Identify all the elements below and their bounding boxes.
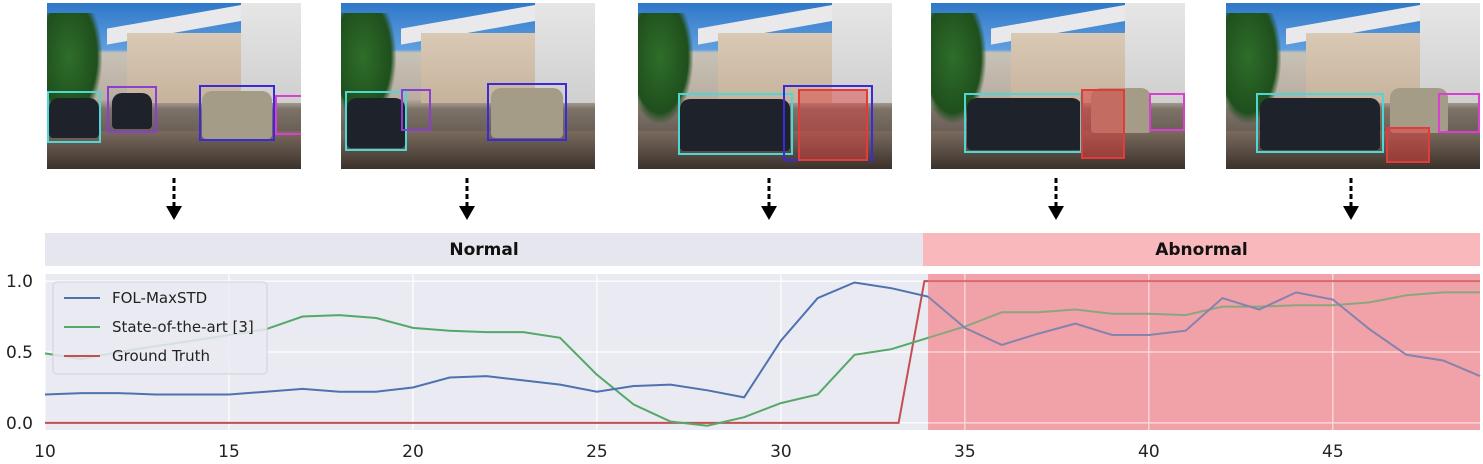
video-frame-5 <box>1226 3 1480 169</box>
bounding-box <box>47 91 101 143</box>
x-tick-label: 10 <box>34 442 56 462</box>
x-tick-label: 40 <box>1138 442 1160 462</box>
y-tick-label: 0.0 <box>6 414 33 434</box>
bounding-box <box>401 89 431 131</box>
legend-label: State-of-the-art [3] <box>112 318 254 336</box>
legend-box <box>52 281 268 375</box>
down-arrow-icon <box>166 178 182 220</box>
van <box>491 88 563 138</box>
abnormal-overlay <box>928 274 1480 430</box>
series-line-state-of-the-art-3 <box>44 291 1480 427</box>
x-tick-label: 20 <box>402 442 424 462</box>
car <box>680 99 790 151</box>
chart-legend: FOL-MaxSTD State-of-the-art [3] Ground Tru… <box>52 281 268 375</box>
anomaly-box <box>1386 127 1430 163</box>
series-line-fol-maxstd <box>44 281 1481 399</box>
car <box>112 93 152 129</box>
normal-band: Normal <box>45 233 923 266</box>
video-frame-2 <box>341 3 595 169</box>
video-frame-3 <box>638 3 892 169</box>
y-tick-label: 1.0 <box>6 272 33 292</box>
video-frame-4 <box>931 3 1185 169</box>
van <box>202 91 272 139</box>
x-tick-label: 30 <box>770 442 792 462</box>
bounding-box <box>487 83 567 141</box>
down-arrow-icon <box>761 178 777 220</box>
x-tick-label: 25 <box>586 442 608 462</box>
bounding-box <box>345 91 407 151</box>
anomaly-box <box>1081 89 1125 159</box>
video-frames <box>0 0 1483 175</box>
legend-label: Ground Truth <box>112 347 210 365</box>
x-tick-label: 45 <box>1322 442 1344 462</box>
down-arrow-icon <box>1343 178 1359 220</box>
car <box>967 98 1082 150</box>
abnormal-band: Abnormal <box>923 233 1480 266</box>
down-arrow-icon <box>1048 178 1064 220</box>
bounding-box <box>964 93 1082 153</box>
bounding-box <box>1149 93 1185 131</box>
building <box>1420 3 1480 103</box>
car <box>49 98 99 138</box>
series-line-ground-truth <box>45 280 1480 424</box>
video-frame-1 <box>47 3 301 169</box>
building <box>1125 3 1185 103</box>
anomaly-score-chart: 10 15 20 25 30 35 40 45 0.0 0.5 1.0 FOL-MaxSTD State… <box>6 272 1481 462</box>
legend-label: FOL-MaxSTD <box>112 289 207 307</box>
bounding-box <box>1256 93 1384 153</box>
bounding-box <box>199 85 275 141</box>
car <box>347 98 405 148</box>
bounding-box <box>107 86 157 133</box>
x-tick-label: 15 <box>218 442 240 462</box>
car <box>1260 98 1380 150</box>
bounding-box <box>275 95 301 135</box>
anomaly-box <box>798 89 868 161</box>
bounding-box <box>1438 93 1480 133</box>
building <box>718 33 838 103</box>
bounding-box <box>678 93 793 155</box>
down-arrow-icon <box>459 178 475 220</box>
y-tick-label: 0.5 <box>6 343 33 363</box>
x-tick-label: 35 <box>954 442 976 462</box>
